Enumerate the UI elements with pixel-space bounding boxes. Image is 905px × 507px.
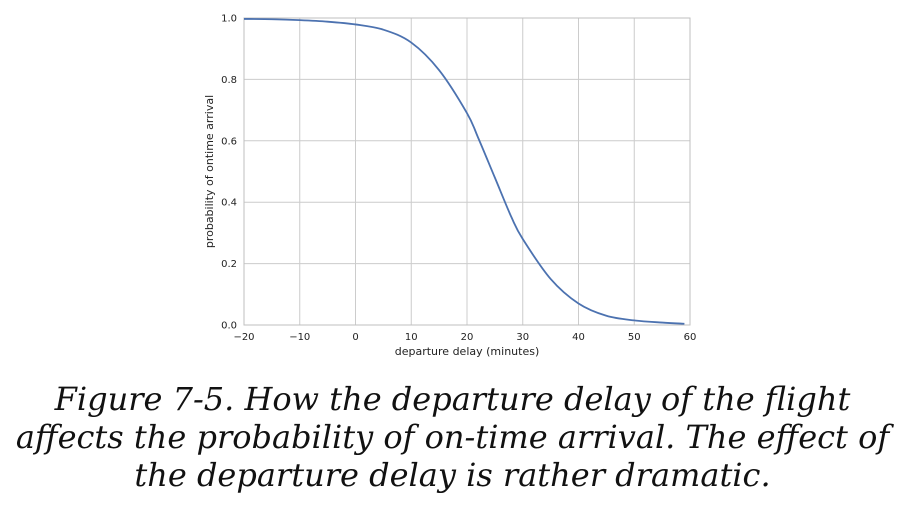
figure-caption: Figure 7-5. How the departure delay of t… — [15, 380, 890, 494]
y-tick-label: 1.0 — [221, 14, 237, 25]
x-tick-label: 50 — [628, 332, 641, 343]
x-tick-label: −10 — [289, 332, 310, 343]
y-tick-label: 0.4 — [221, 198, 237, 209]
ontime-probability-line — [243, 18, 685, 325]
y-axis-label: probability of ontime arrival — [203, 95, 216, 248]
chart-figure: −20 −10 0 10 20 30 40 50 60 0.0 0.2 0.4 0.6 0.8 1.0 d… — [203, 14, 696, 359]
x-tick-label: 40 — [572, 332, 585, 343]
x-tick-label: 0 — [352, 332, 358, 343]
plot-area-frame — [243, 17, 691, 326]
x-tick-label: 30 — [516, 332, 529, 343]
x-tick-label: 10 — [405, 332, 418, 343]
x-tick-label: −20 — [233, 332, 254, 343]
y-tick-labels: 0.0 0.2 0.4 0.6 0.8 1.0 — [221, 14, 237, 332]
x-gridlines — [243, 18, 691, 325]
y-tick-label: 0.8 — [221, 75, 237, 86]
y-tick-label: 0.0 — [221, 321, 237, 332]
y-tick-label: 0.2 — [221, 259, 237, 270]
x-tick-label: 20 — [461, 332, 474, 343]
y-tick-label: 0.6 — [221, 136, 237, 147]
x-tick-label: 60 — [684, 332, 697, 343]
x-axis-label: departure delay (minutes) — [395, 345, 540, 358]
x-tick-labels: −20 −10 0 10 20 30 40 50 60 — [233, 332, 696, 343]
